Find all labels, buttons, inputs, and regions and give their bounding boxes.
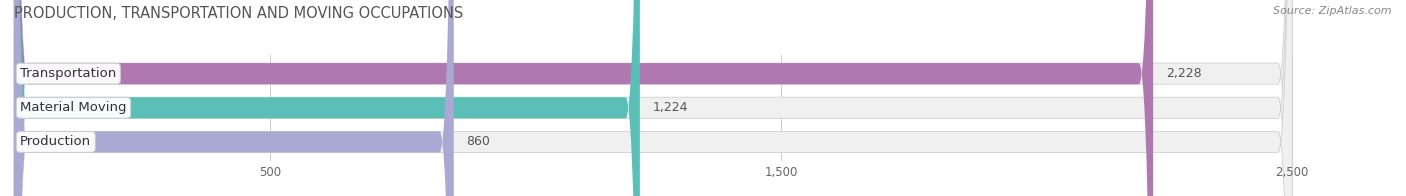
FancyBboxPatch shape: [14, 0, 1153, 196]
Text: 1,224: 1,224: [652, 101, 688, 114]
Text: 860: 860: [467, 135, 491, 148]
FancyBboxPatch shape: [14, 0, 454, 196]
Text: Transportation: Transportation: [20, 67, 117, 80]
FancyBboxPatch shape: [14, 0, 1292, 196]
Text: 2,228: 2,228: [1166, 67, 1202, 80]
Text: Source: ZipAtlas.com: Source: ZipAtlas.com: [1274, 6, 1392, 16]
FancyBboxPatch shape: [14, 0, 1292, 196]
Text: Production: Production: [20, 135, 91, 148]
Text: Material Moving: Material Moving: [20, 101, 127, 114]
FancyBboxPatch shape: [14, 0, 1292, 196]
FancyBboxPatch shape: [14, 0, 640, 196]
Text: PRODUCTION, TRANSPORTATION AND MOVING OCCUPATIONS: PRODUCTION, TRANSPORTATION AND MOVING OC…: [14, 6, 464, 21]
